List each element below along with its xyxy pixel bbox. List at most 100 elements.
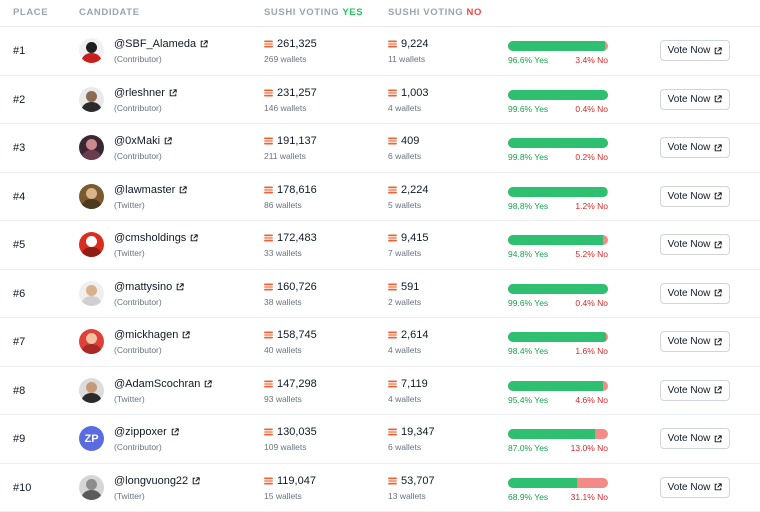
no-wallets: 4 wallets — [388, 103, 421, 113]
no-votes-value: 1,003 — [401, 87, 429, 99]
vote-now-button[interactable]: Vote Now — [660, 234, 730, 255]
table-row: #6 @mattysino (Contributor) 160,726 38 w… — [0, 270, 760, 319]
vote-now-button[interactable]: Vote Now — [660, 380, 730, 401]
vote-now-button[interactable]: Vote Now — [660, 331, 730, 352]
candidate-role: (Contributor) — [114, 103, 162, 113]
place-rank: #4 — [13, 191, 25, 203]
vote-now-button[interactable]: Vote Now — [660, 40, 730, 61]
yes-wallets: 40 wallets — [264, 345, 302, 355]
yes-wallets: 109 wallets — [264, 442, 307, 452]
yes-votes-value: 191,137 — [277, 135, 317, 147]
no-wallets: 6 wallets — [388, 442, 421, 452]
no-vote-count: 409 — [388, 135, 419, 147]
no-vote-count: 2,224 — [388, 184, 429, 196]
vote-now-label: Vote Now — [668, 433, 711, 444]
header-yes-prefix: SUSHI VOTING — [264, 7, 339, 18]
yes-wallets: 93 wallets — [264, 394, 302, 404]
yes-percentage: 95.4% Yes — [508, 395, 548, 405]
yes-percentage: 98.4% Yes — [508, 346, 548, 356]
yes-votes-value: 261,325 — [277, 38, 317, 50]
yes-votes-value: 231,257 — [277, 87, 317, 99]
table-row: #3 @0xMaki (Contributor) 191,137 211 wal… — [0, 124, 760, 173]
table-row: #7 @mickhagen (Contributor) 158,745 40 w… — [0, 318, 760, 367]
avatar-body — [81, 490, 102, 500]
vote-now-button[interactable]: Vote Now — [660, 137, 730, 158]
candidate-handle: @rleshner — [114, 87, 165, 99]
yes-percentage: 99.8% Yes — [508, 152, 548, 162]
place-rank: #3 — [13, 142, 25, 154]
sushi-icon — [264, 283, 273, 291]
avatar — [79, 38, 104, 63]
candidate-role: (Contributor) — [114, 442, 162, 452]
external-link-icon — [714, 192, 722, 200]
no-vote-count: 9,415 — [388, 232, 429, 244]
vote-now-button[interactable]: Vote Now — [660, 477, 730, 498]
candidate-handle-link[interactable]: @mickhagen — [114, 329, 190, 341]
vote-now-label: Vote Now — [668, 94, 711, 105]
avatar-head — [86, 285, 97, 296]
vote-now-label: Vote Now — [668, 142, 711, 153]
avatar-body — [81, 102, 102, 112]
header-place: PLACE — [13, 7, 48, 18]
yes-wallets: 211 wallets — [264, 151, 306, 161]
sushi-icon — [264, 477, 273, 485]
vote-progress-bar — [508, 187, 608, 197]
place-rank: #7 — [13, 336, 25, 348]
yes-percentage: 98.8% Yes — [508, 201, 548, 211]
no-votes-value: 9,224 — [401, 38, 429, 50]
vote-progress-yes-fill — [508, 138, 608, 148]
external-link-icon — [714, 435, 722, 443]
no-votes-value: 53,707 — [401, 475, 435, 487]
no-wallets: 4 wallets — [388, 394, 421, 404]
sushi-icon — [264, 137, 273, 145]
yes-vote-count: 231,257 — [264, 87, 317, 99]
header-yes-word: YES — [342, 7, 363, 18]
leaderboard-table: #1 @SBF_Alameda (Contributor) 261,325 26… — [0, 27, 760, 512]
vote-now-button[interactable]: Vote Now — [660, 89, 730, 110]
no-votes-value: 2,224 — [401, 184, 429, 196]
yes-wallets: 86 wallets — [264, 200, 302, 210]
yes-votes-value: 158,745 — [277, 329, 317, 341]
no-vote-count: 2,614 — [388, 329, 429, 341]
avatar-body — [81, 296, 102, 306]
external-link-icon — [714, 289, 722, 297]
candidate-handle-link[interactable]: @mattysino — [114, 281, 184, 293]
external-link-icon — [714, 95, 722, 103]
avatar — [79, 87, 104, 112]
candidate-handle-link[interactable]: @lawmaster — [114, 184, 187, 196]
place-rank: #5 — [13, 239, 25, 251]
vote-progress-yes-fill — [508, 41, 605, 51]
no-wallets: 13 wallets — [388, 491, 426, 501]
no-wallets: 5 wallets — [388, 200, 421, 210]
sushi-icon — [264, 40, 273, 48]
yes-vote-count: 119,047 — [264, 475, 316, 487]
vote-now-button[interactable]: Vote Now — [660, 283, 730, 304]
vote-now-button[interactable]: Vote Now — [660, 428, 730, 449]
sushi-icon — [264, 428, 273, 436]
candidate-handle: @cmsholdings — [114, 232, 186, 244]
external-link-icon — [714, 386, 722, 394]
no-votes-value: 19,347 — [401, 426, 435, 438]
vote-progress-bar — [508, 429, 608, 439]
vote-now-button[interactable]: Vote Now — [660, 186, 730, 207]
sushi-icon — [388, 331, 397, 339]
no-vote-count: 9,224 — [388, 38, 429, 50]
yes-vote-count: 160,726 — [264, 281, 317, 293]
table-header: PLACE CANDIDATE SUSHI VOTING YES SUSHI V… — [0, 0, 760, 27]
avatar — [79, 281, 104, 306]
candidate-handle-link[interactable]: @0xMaki — [114, 135, 172, 147]
no-votes-value: 409 — [401, 135, 419, 147]
candidate-handle-link[interactable]: @rleshner — [114, 87, 177, 99]
avatar-body — [81, 247, 102, 257]
candidate-handle-link[interactable]: @zippoxer — [114, 426, 179, 438]
no-percentage: 5.2% No — [575, 249, 608, 259]
candidate-handle-link[interactable]: @longvuong22 — [114, 475, 200, 487]
vote-now-label: Vote Now — [668, 45, 711, 56]
candidate-handle-link[interactable]: @SBF_Alameda — [114, 38, 208, 50]
candidate-handle-link[interactable]: @AdamScochran — [114, 378, 212, 390]
external-link-icon — [169, 89, 177, 97]
no-percentage: 4.6% No — [575, 395, 608, 405]
header-no-word: NO — [467, 7, 482, 18]
no-wallets: 2 wallets — [388, 297, 421, 307]
candidate-handle-link[interactable]: @cmsholdings — [114, 232, 198, 244]
